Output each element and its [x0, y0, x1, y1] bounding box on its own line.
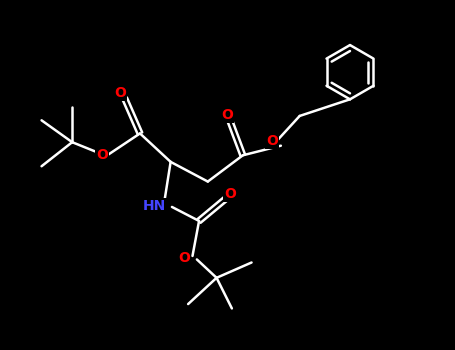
Text: O: O — [266, 134, 278, 148]
Text: O: O — [96, 148, 108, 162]
Text: O: O — [224, 187, 236, 201]
Text: O: O — [179, 251, 191, 265]
Text: O: O — [222, 108, 233, 122]
Text: HN: HN — [143, 199, 166, 212]
Text: O: O — [114, 86, 126, 100]
